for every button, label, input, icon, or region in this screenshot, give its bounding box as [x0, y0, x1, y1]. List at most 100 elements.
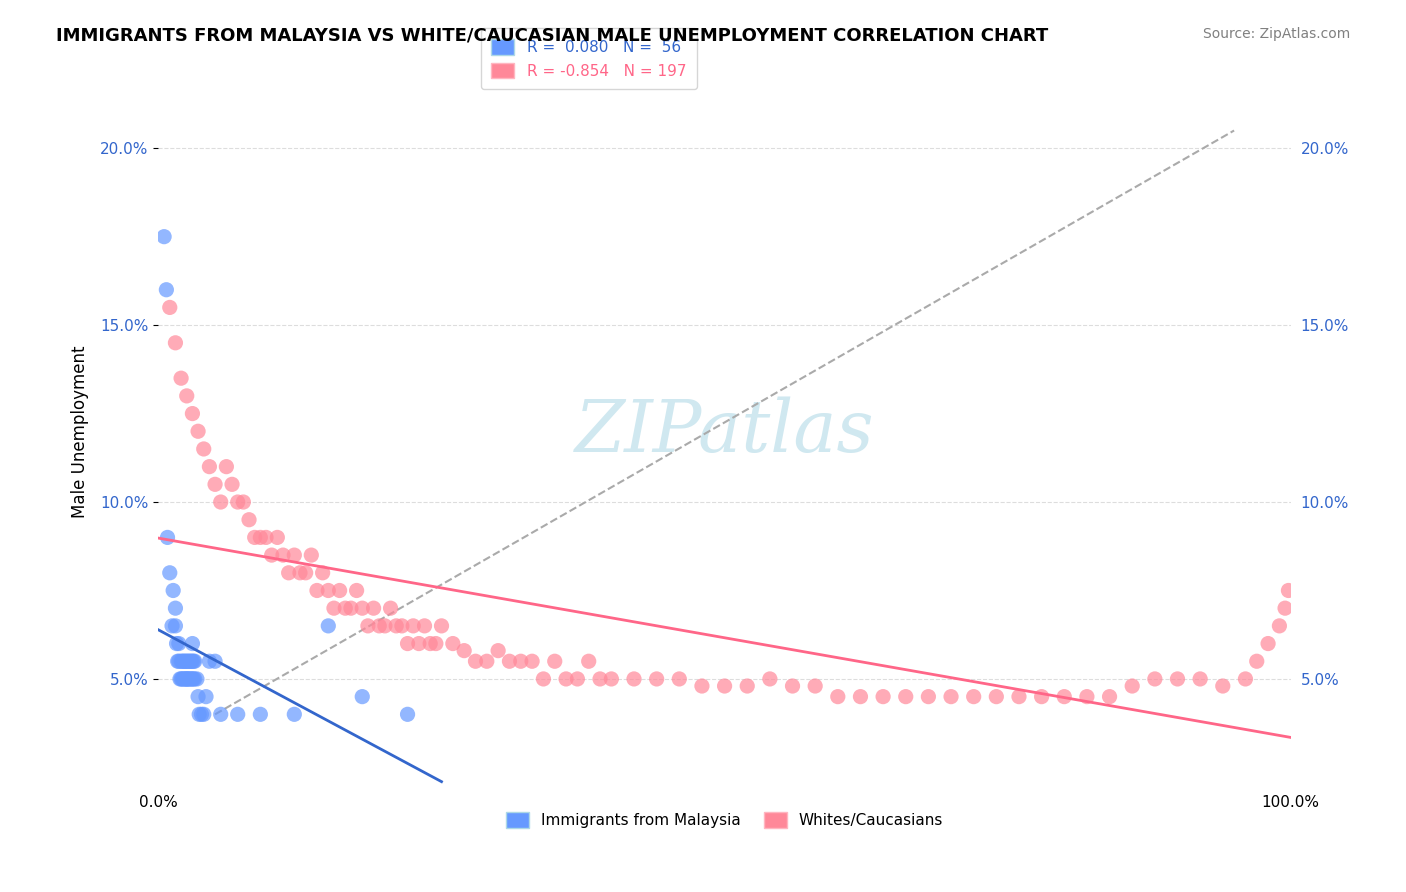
Point: [357, 619, 380, 633]
Point: [1166, 672, 1188, 686]
Point: [352, 601, 374, 615]
Point: [368, 619, 391, 633]
Point: [713, 679, 735, 693]
Point: [221, 477, 243, 491]
Point: [277, 566, 299, 580]
Point: [271, 548, 294, 562]
Point: [249, 707, 271, 722]
Point: [176, 654, 198, 668]
Point: [299, 548, 322, 562]
Point: [1257, 636, 1279, 650]
Point: [181, 407, 204, 421]
Point: [464, 654, 486, 668]
Point: [249, 530, 271, 544]
Point: [374, 619, 396, 633]
Point: [170, 654, 193, 668]
Point: [1053, 690, 1076, 704]
Point: [396, 707, 419, 722]
Point: [316, 619, 339, 633]
Point: [183, 672, 205, 686]
Point: [623, 672, 645, 686]
Point: [509, 654, 531, 668]
Point: [294, 566, 316, 580]
Text: IMMIGRANTS FROM MALAYSIA VS WHITE/CAUCASIAN MALE UNEMPLOYMENT CORRELATION CHART: IMMIGRANTS FROM MALAYSIA VS WHITE/CAUCAS…: [56, 27, 1049, 45]
Point: [172, 672, 194, 686]
Point: [391, 619, 413, 633]
Point: [181, 672, 204, 686]
Point: [283, 707, 305, 722]
Point: [288, 566, 311, 580]
Point: [254, 530, 277, 544]
Point: [198, 654, 221, 668]
Legend: Immigrants from Malaysia, Whites/Caucasians: Immigrants from Malaysia, Whites/Caucasi…: [499, 805, 949, 834]
Point: [209, 495, 232, 509]
Point: [190, 707, 212, 722]
Point: [939, 690, 962, 704]
Point: [963, 690, 986, 704]
Point: [176, 389, 198, 403]
Point: [187, 690, 209, 704]
Point: [226, 495, 249, 509]
Point: [690, 679, 713, 693]
Point: [894, 690, 917, 704]
Point: [180, 672, 202, 686]
Point: [160, 619, 183, 633]
Point: [166, 654, 188, 668]
Point: [849, 690, 872, 704]
Point: [385, 619, 408, 633]
Point: [872, 690, 894, 704]
Point: [1277, 583, 1299, 598]
Point: [316, 583, 339, 598]
Point: [179, 672, 201, 686]
Point: [181, 654, 204, 668]
Point: [305, 583, 328, 598]
Point: [169, 672, 191, 686]
Point: [600, 672, 623, 686]
Point: [441, 636, 464, 650]
Y-axis label: Male Unemployment: Male Unemployment: [72, 345, 89, 517]
Point: [1098, 690, 1121, 704]
Point: [986, 690, 1008, 704]
Point: [204, 477, 226, 491]
Point: [176, 672, 198, 686]
Point: [396, 636, 419, 650]
Point: [173, 654, 195, 668]
Point: [402, 619, 425, 633]
Point: [430, 619, 453, 633]
Point: [363, 601, 385, 615]
Point: [1268, 619, 1291, 633]
Point: [177, 672, 200, 686]
Point: [544, 654, 567, 668]
Point: [520, 654, 543, 668]
Point: [589, 672, 612, 686]
Point: [419, 636, 441, 650]
Point: [340, 601, 363, 615]
Point: [180, 654, 202, 668]
Point: [782, 679, 804, 693]
Point: [498, 654, 520, 668]
Point: [176, 672, 198, 686]
Point: [917, 690, 939, 704]
Point: [311, 566, 333, 580]
Point: [187, 424, 209, 438]
Point: [323, 601, 346, 615]
Point: [155, 283, 177, 297]
Point: [352, 690, 374, 704]
Point: [1189, 672, 1212, 686]
Point: [186, 672, 208, 686]
Point: [165, 601, 187, 615]
Point: [198, 459, 221, 474]
Point: [156, 530, 179, 544]
Point: [1031, 690, 1053, 704]
Point: [555, 672, 578, 686]
Point: [453, 643, 475, 657]
Point: [162, 583, 184, 598]
Point: [329, 583, 352, 598]
Point: [165, 619, 187, 633]
Point: [177, 654, 200, 668]
Point: [183, 654, 205, 668]
Point: [413, 619, 436, 633]
Point: [668, 672, 690, 686]
Point: [183, 672, 205, 686]
Point: [243, 530, 266, 544]
